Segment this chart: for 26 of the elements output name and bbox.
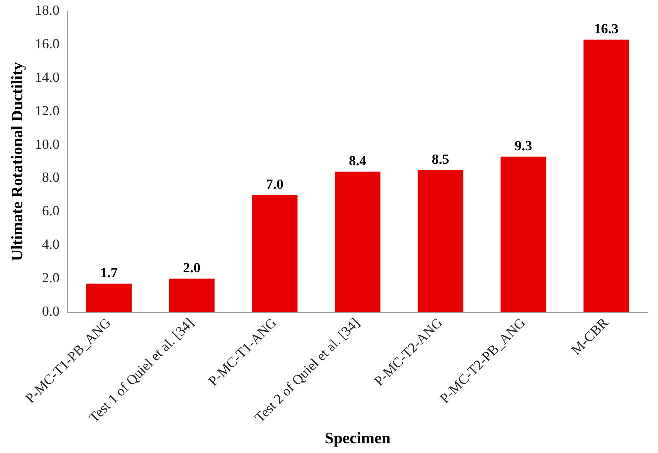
y-tick-label: 0.0 — [42, 304, 60, 320]
data-label: 1.7 — [100, 266, 118, 282]
data-label: 8.4 — [349, 154, 367, 170]
data-label: 9.3 — [514, 139, 532, 154]
y-tick-label: 18.0 — [35, 4, 60, 20]
y-tick-label: 16.0 — [35, 38, 60, 52]
y-tick-label: 14.0 — [35, 70, 60, 86]
y-tick-label: 6.0 — [42, 204, 60, 220]
y-tick-label: 4.0 — [42, 238, 60, 254]
data-label: 7.0 — [266, 178, 284, 193]
y-tick-label: 12.0 — [35, 104, 60, 120]
bar — [169, 278, 215, 312]
bar — [335, 172, 381, 312]
data-label: 8.5 — [432, 152, 450, 168]
bar — [500, 156, 546, 312]
bar — [418, 170, 464, 312]
y-tick-label: 10.0 — [35, 138, 60, 153]
x-axis-title: Specimen — [324, 430, 391, 448]
bar — [252, 195, 298, 312]
bar — [584, 40, 630, 312]
y-tick-label: 2.0 — [42, 272, 60, 287]
data-label: 16.3 — [594, 22, 619, 38]
y-axis-title: Ultimate Rotational Ductility — [10, 62, 27, 262]
data-label: 2.0 — [183, 261, 201, 276]
bar — [86, 284, 132, 312]
y-tick-label: 8.0 — [42, 171, 60, 186]
